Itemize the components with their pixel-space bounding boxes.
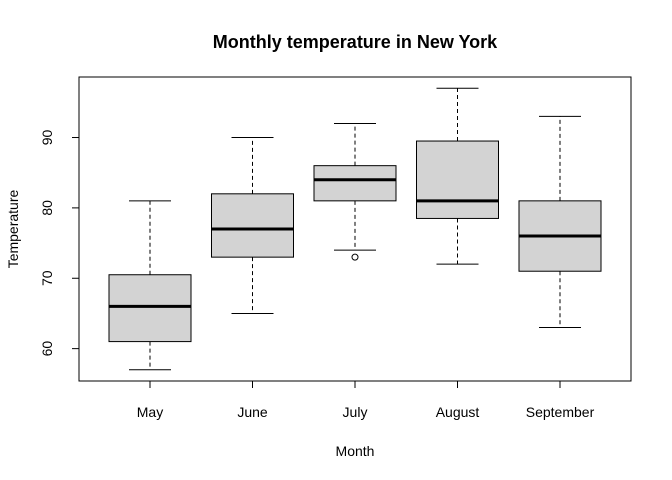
x-tick-label: September [526,404,595,420]
x-tick-label: June [237,404,268,420]
chart-title: Monthly temperature in New York [213,32,498,52]
iqr-box [108,274,192,343]
x-tick-label: May [137,404,163,420]
outlier-point [351,253,359,261]
y-tick-label: 70 [39,270,55,286]
y-tick-label: 60 [39,341,55,357]
box-august [416,87,499,265]
boxes [108,87,602,371]
box-june [211,137,294,314]
x-tick-label: July [343,404,368,420]
x-axis: May June July August September [137,380,595,420]
box-july [313,122,397,261]
y-axis: 60 70 80 90 [39,130,80,357]
x-axis-label: Month [336,443,375,459]
y-axis-label: Temperature [5,189,21,268]
y-tick-label: 90 [39,130,55,146]
box-may [108,200,192,371]
iqr-box [211,193,294,258]
iqr-box [313,165,397,202]
box-september [518,115,602,329]
x-tick-label: August [436,404,480,420]
iqr-box [416,140,499,219]
y-tick-label: 80 [39,200,55,216]
